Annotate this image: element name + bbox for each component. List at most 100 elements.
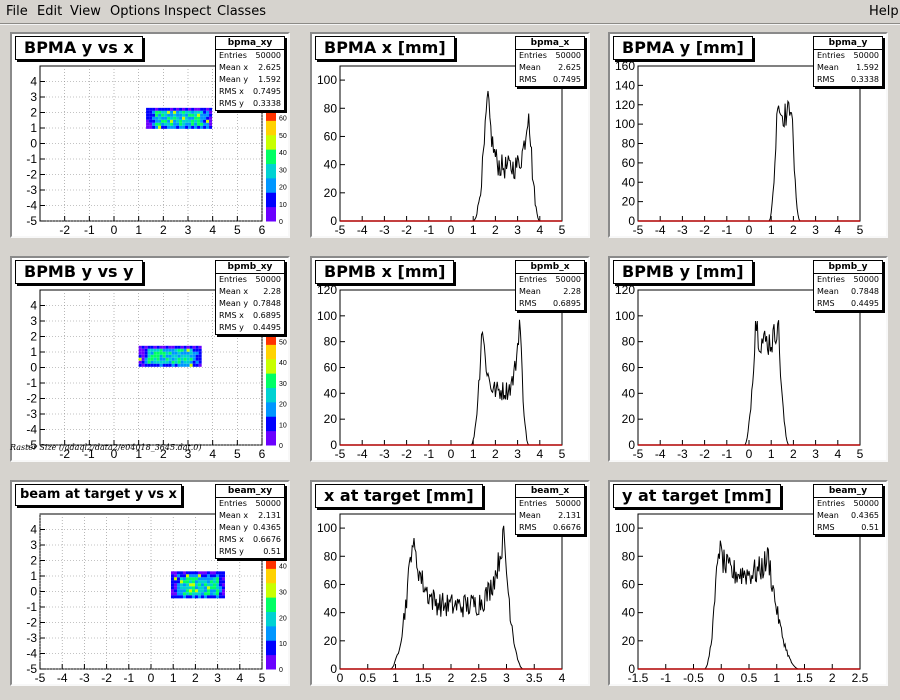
- heatmap-cell: [194, 583, 198, 587]
- x-tick-label: 5: [234, 223, 241, 236]
- y-tick-label: 20: [622, 412, 636, 426]
- stats-box[interactable]: beam_xy Entries 50000 Mean x 2.131 Mean y 0.43…: [215, 484, 285, 559]
- stats-row: Mean x 2.625: [216, 62, 284, 74]
- menu-inspect[interactable]: Inspect: [164, 4, 212, 19]
- heatmap-cell: [198, 357, 202, 361]
- pad-beam_y[interactable]: -1.5 -1 -0.5 0 0.5 1 1.5 2 2.5 0 20 40 60 80 100 y at t…: [608, 480, 888, 686]
- menu-file[interactable]: File: [6, 4, 28, 19]
- x-tick-label: 2: [492, 447, 499, 460]
- heatmap-cell: [179, 577, 183, 581]
- palette-cell: [266, 335, 276, 340]
- stats-box[interactable]: bpma_x Entries 50000 Mean 2.625 RMS 0.7495: [515, 36, 585, 87]
- pad-bpma_y[interactable]: -5 -4 -3 -2 -1 0 1 2 3 4 5 0 20 40 60 80 100 120 140 160 BPM…: [608, 32, 888, 238]
- heatmap-cell: [156, 363, 160, 367]
- x-tick-label: -5: [633, 223, 644, 236]
- heatmap-cell: [144, 360, 148, 364]
- pad-bpma_xy[interactable]: -2 -1 0 1 2 3 4 5 6 -5 -4 -3 -2 -1 0 1 2 3 4 0 10 20 30 40 50 60 B…: [10, 32, 290, 238]
- heatmap-cell: [203, 571, 207, 575]
- heatmap-cell: [167, 122, 171, 126]
- stats-box[interactable]: bpmb_x Entries 50000 Mean 2.28 RMS 0.6895: [515, 260, 585, 311]
- heatmap-cell: [179, 583, 183, 587]
- menu-view[interactable]: View: [70, 4, 101, 19]
- pad-beam_xy[interactable]: -5 -4 -3 -2 -1 0 1 2 3 4 5 -5 -4 -3 -2 -1 0 1 2 3 4 0 10 20 30 40…: [10, 480, 290, 686]
- pad-beam_x[interactable]: 0 0.5 1 1.5 2 2.5 3 3.5 4 0 20 40 60 80 100 x at target…: [310, 480, 590, 686]
- y-tick-label: 60: [324, 361, 338, 375]
- x-tick-label: -1: [721, 447, 732, 460]
- stats-box[interactable]: beam_x Entries 50000 Mean 2.131 RMS 0.6676: [515, 484, 585, 535]
- palette-cell: [266, 120, 276, 124]
- stats-box[interactable]: bpmb_xy Entries 50000 Mean x 2.28 Mean y 0.784…: [215, 260, 285, 335]
- stats-label: RMS: [817, 75, 835, 84]
- heatmap-cell: [197, 595, 201, 599]
- heatmap-cell: [194, 107, 198, 111]
- heatmap-cell: [158, 107, 162, 111]
- pad-bpmb_x[interactable]: -5 -4 -3 -2 -1 0 1 2 3 4 5 0 20 40 60 80 100 120 BPMB x [m…: [310, 256, 590, 462]
- palette-cell: [266, 376, 276, 380]
- heatmap-cell: [173, 592, 177, 596]
- palette-cell: [266, 350, 276, 354]
- pad-bpmb_xy[interactable]: -2 -1 0 1 2 3 4 5 6 -5 -4 -3 -2 -1 0 1 2 3 4 0 10 20 30 40 50 BPM…: [10, 256, 290, 462]
- menu-options[interactable]: Options: [110, 4, 161, 19]
- heatmap-cell: [152, 113, 156, 117]
- heatmap-cell: [188, 586, 192, 590]
- stats-box[interactable]: bpmb_y Entries 50000 Mean 0.7848 RMS 0.4495: [813, 260, 883, 311]
- heatmap-cell: [182, 113, 186, 117]
- heatmap-cell: [170, 119, 174, 123]
- stats-label: Mean: [817, 63, 839, 72]
- palette-cell: [266, 666, 276, 670]
- stats-box[interactable]: beam_y Entries 50000 Mean 0.4365 RMS 0.51: [813, 484, 883, 535]
- pad-bpmb_y[interactable]: -5 -4 -3 -2 -1 0 1 2 3 4 5 0 20 40 60 80 100 120 BPMB y [m…: [608, 256, 888, 462]
- palette-cell: [266, 574, 276, 578]
- plot-frame: [339, 65, 563, 222]
- heatmap-cell: [189, 363, 193, 367]
- menu-edit[interactable]: Edit: [37, 4, 63, 19]
- heatmap-cell: [168, 348, 172, 352]
- heatmap-cell: [179, 116, 183, 120]
- menu-help[interactable]: Help: [869, 4, 899, 19]
- heatmap-cell: [194, 571, 198, 575]
- heatmap-cell: [209, 122, 213, 126]
- heatmap-cell: [171, 357, 175, 361]
- y-tick-label: 100: [317, 309, 337, 323]
- root-canvas[interactable]: -2 -1 0 1 2 3 4 5 6 -5 -4 -3 -2 -1 0 1 2 3 4 0 10 20 30 40 50 60 B…: [0, 26, 900, 700]
- heatmap-cell: [197, 110, 201, 114]
- pad-bpma_x[interactable]: -5 -4 -3 -2 -1 0 1 2 3 4 5 0 20 40 60 80 100 BPMA x [mm] b…: [310, 32, 590, 238]
- heatmap-cell: [186, 360, 190, 364]
- palette-cell: [266, 617, 276, 621]
- y-tick-label: -1: [26, 376, 37, 390]
- x-tick-label: -5: [335, 223, 346, 236]
- palette-cell: [266, 646, 276, 650]
- menu-classes[interactable]: Classes: [217, 4, 266, 19]
- heatmap-cell: [170, 116, 174, 120]
- heatmap-cell: [186, 348, 190, 352]
- heatmap-cell: [168, 360, 172, 364]
- heatmap-cell: [165, 351, 169, 355]
- palette-cell: [266, 393, 276, 397]
- heatmap-cell: [170, 113, 174, 117]
- stats-box[interactable]: bpma_y Entries 50000 Mean 1.592 RMS 0.3338: [813, 36, 883, 87]
- stats-row: Mean x 2.28: [216, 286, 284, 298]
- stats-label: RMS y: [219, 547, 244, 556]
- palette-cell: [266, 562, 276, 566]
- heatmap-cell: [173, 589, 177, 593]
- palette-cell: [266, 577, 276, 581]
- x-tick-label: -3: [379, 223, 390, 236]
- x-tick-label: 2: [160, 223, 167, 236]
- heatmap-cell: [170, 586, 174, 590]
- heatmap-cell: [164, 110, 168, 114]
- stats-row: RMS 0.4495: [814, 298, 882, 310]
- heatmap-cell: [156, 360, 160, 364]
- palette-cell: [266, 623, 276, 627]
- stats-value: 2.131: [558, 511, 581, 520]
- palette-cell: [266, 620, 276, 624]
- heatmap-cell: [192, 363, 196, 367]
- heatmap-cell: [161, 119, 165, 123]
- heatmap-cell: [179, 122, 183, 126]
- stats-box[interactable]: bpma_xy Entries 50000 Mean x 2.625 Mean y 1.59…: [215, 36, 285, 111]
- palette-cell: [266, 143, 276, 147]
- y-tick-label: 0: [628, 662, 635, 676]
- stats-label: RMS x: [219, 311, 244, 320]
- heatmap-cell: [191, 589, 195, 593]
- heatmap-cell: [150, 345, 154, 349]
- palette-label: 10: [279, 422, 287, 429]
